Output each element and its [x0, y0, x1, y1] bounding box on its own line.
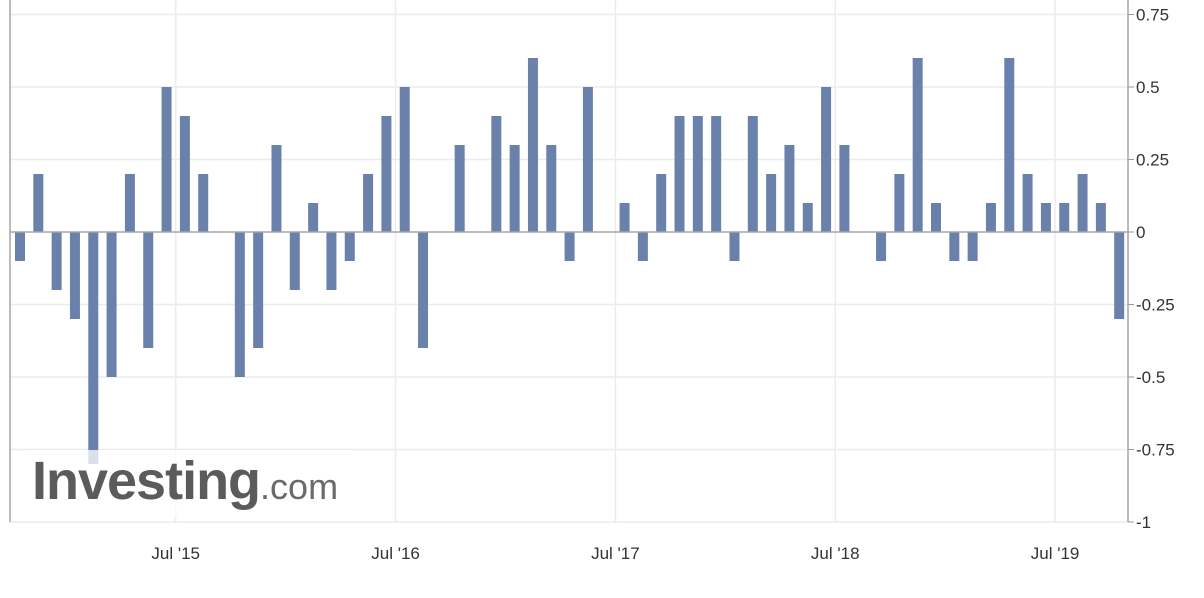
bar-2015-06[interactable]: [161, 87, 172, 232]
bar-2015-02[interactable]: [88, 232, 99, 464]
bar-2018-02[interactable]: [747, 116, 758, 232]
bar-2019-06[interactable]: [1040, 203, 1051, 232]
bar-2017-02[interactable]: [527, 58, 538, 232]
bar-2016-05[interactable]: [363, 174, 374, 232]
bar-2017-03[interactable]: [546, 145, 557, 232]
x-tick-label: Jul '16: [371, 544, 420, 563]
bar-2014-10[interactable]: [15, 232, 25, 261]
bar-2018-06[interactable]: [821, 87, 832, 232]
bar-2019-01[interactable]: [949, 232, 960, 261]
bar-2017-11[interactable]: [692, 116, 703, 232]
x-tick-label: Jul '19: [1031, 544, 1080, 563]
bar-2019-04[interactable]: [1004, 58, 1015, 232]
bar-2016-01[interactable]: [289, 232, 300, 290]
y-tick-label: 0.25: [1136, 151, 1169, 170]
bar-2015-07[interactable]: [179, 116, 190, 232]
watermark-brand: Investing: [32, 451, 261, 511]
bar-2018-11[interactable]: [912, 58, 923, 232]
bar-2014-11[interactable]: [33, 174, 44, 232]
bar-2018-05[interactable]: [802, 203, 813, 232]
bar-2015-10[interactable]: [234, 232, 245, 377]
gridlines: [10, 0, 1128, 523]
bar-2015-08[interactable]: [198, 174, 209, 232]
bar-2016-08[interactable]: [418, 232, 429, 348]
bar-2017-05[interactable]: [582, 87, 593, 232]
x-tick-label: Jul '15: [151, 544, 200, 563]
axes: [9, 0, 1134, 523]
bar-2019-03[interactable]: [985, 203, 996, 232]
bar-2017-08[interactable]: [637, 232, 648, 261]
y-tick-label: 0.5: [1136, 78, 1160, 97]
bar-2015-04[interactable]: [124, 174, 135, 232]
bar-2015-12[interactable]: [271, 145, 282, 232]
bar-2016-10[interactable]: [454, 145, 465, 232]
bar-2016-02[interactable]: [308, 203, 319, 232]
bar-2018-01[interactable]: [729, 232, 740, 261]
bar-2019-02[interactable]: [967, 232, 978, 261]
x-tick-label: Jul '17: [591, 544, 640, 563]
bar-2015-03[interactable]: [106, 232, 117, 377]
bar-2018-07[interactable]: [839, 145, 850, 232]
bar-2015-01[interactable]: [69, 232, 80, 319]
bar-2016-04[interactable]: [344, 232, 355, 261]
bar-2016-12[interactable]: [491, 116, 502, 232]
y-tick-label: -0.75: [1136, 441, 1175, 460]
bar-2019-10[interactable]: [1114, 232, 1125, 319]
bar-2018-12[interactable]: [931, 203, 941, 232]
bar-2019-08[interactable]: [1077, 174, 1088, 232]
bars: [15, 58, 1125, 464]
y-tick-label: 0: [1136, 223, 1145, 242]
watermark-suffix: .com: [260, 466, 339, 507]
bar-2017-09[interactable]: [656, 174, 667, 232]
bar-2018-04[interactable]: [784, 145, 795, 232]
y-tick-labels: 0.75 0.5 0.25 0 -0.25 -0.5 -0.75 -1: [1136, 6, 1175, 533]
x-tick-labels: Jul '15 Jul '16 Jul '17 Jul '18 Jul '19: [151, 544, 1079, 563]
bar-2017-04[interactable]: [564, 232, 575, 261]
y-tick-label: -0.5: [1136, 368, 1165, 387]
y-tick-label: 0.75: [1136, 6, 1169, 25]
bar-2019-07[interactable]: [1059, 203, 1070, 232]
bar-2017-10[interactable]: [674, 116, 685, 232]
y-tick-label: -0.25: [1136, 296, 1175, 315]
bar-2016-06[interactable]: [381, 116, 392, 232]
bar-2016-07[interactable]: [399, 87, 410, 232]
bar-2019-09[interactable]: [1095, 203, 1106, 232]
x-tick-label: Jul '18: [811, 544, 860, 563]
bar-2019-05[interactable]: [1022, 174, 1033, 232]
y-tick-label: -1: [1136, 513, 1151, 532]
bar-2014-12[interactable]: [51, 232, 62, 290]
bar-2016-03[interactable]: [326, 232, 337, 290]
bar-2015-05[interactable]: [143, 232, 154, 348]
investing-logo-watermark: Investing.com: [30, 450, 353, 518]
bar-2017-12[interactable]: [711, 116, 722, 232]
bar-2017-01[interactable]: [509, 145, 520, 232]
bar-2018-10[interactable]: [894, 174, 905, 232]
bar-2018-03[interactable]: [766, 174, 777, 232]
bar-2015-11[interactable]: [253, 232, 264, 348]
bar-2017-07[interactable]: [619, 203, 630, 232]
bar-2018-09[interactable]: [876, 232, 887, 261]
